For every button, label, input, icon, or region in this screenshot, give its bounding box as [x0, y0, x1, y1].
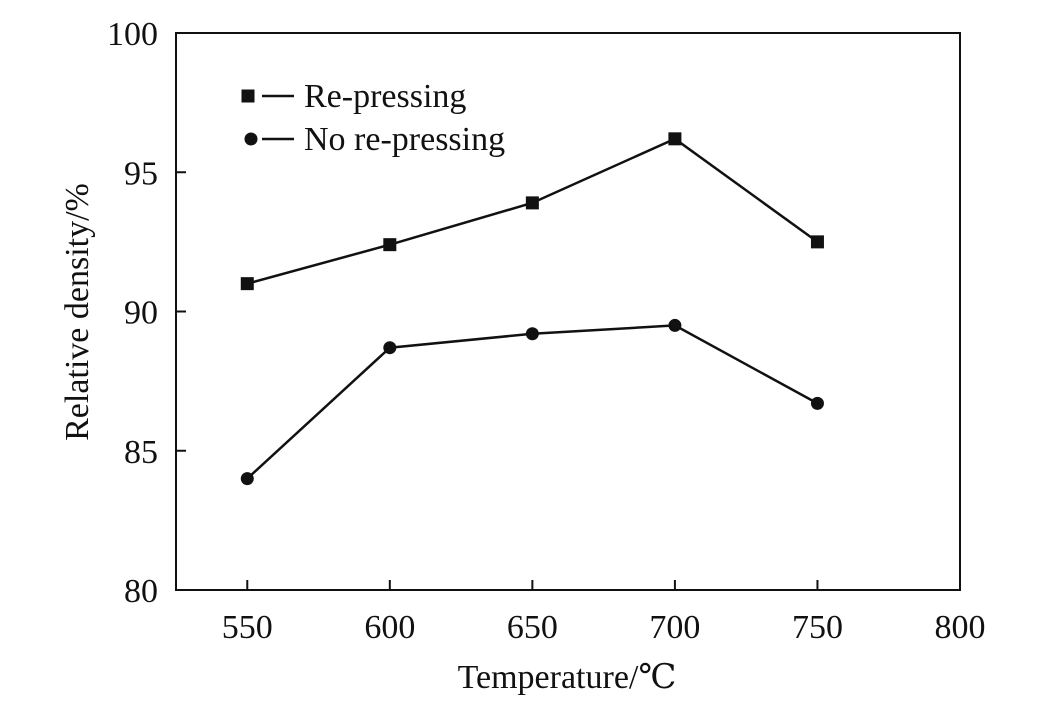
- series-0-point-1: [383, 238, 397, 252]
- series-1-point-4: [810, 396, 824, 410]
- series-1-point-1: [383, 341, 397, 355]
- legend-label-1: No re-pressing: [304, 121, 505, 158]
- series-1-point-0: [240, 472, 254, 486]
- y-tick-label-1: 85: [124, 434, 158, 471]
- series-0-point-0: [240, 277, 254, 291]
- series-1-point-2: [525, 327, 539, 341]
- legend-marker-0: [241, 89, 255, 103]
- x-tick-label-0: 550: [222, 609, 273, 646]
- series-layer: [240, 132, 824, 486]
- series-1-point-3: [668, 318, 682, 332]
- series-line-0: [246, 137, 819, 285]
- legend-marker-1: [244, 132, 258, 146]
- x-tick-label-3: 700: [649, 609, 700, 646]
- x-tick-label-1: 600: [364, 609, 415, 646]
- legend: Re-pressing No re-pressing: [241, 78, 505, 158]
- series-0-point-3: [668, 132, 682, 146]
- y-tick-label-3: 95: [124, 155, 158, 192]
- y-tick-label-2: 90: [124, 295, 158, 332]
- y-tick-label-4: 100: [107, 16, 158, 53]
- x-axis-label: Temperature/℃: [458, 659, 677, 696]
- series-1: [240, 318, 824, 486]
- legend-label-0: Re-pressing: [304, 78, 466, 115]
- plot-frame: [175, 32, 961, 591]
- legend-item-0: Re-pressing: [241, 78, 466, 115]
- series-0-point-2: [525, 196, 539, 210]
- y-axis: 80 85 90 95 100: [107, 16, 186, 610]
- series-0-point-4: [810, 235, 824, 249]
- x-tick-label-2: 650: [507, 609, 558, 646]
- legend-item-1: No re-pressing: [244, 121, 505, 158]
- y-axis-label: Relative density/%: [59, 183, 96, 441]
- series-line-1: [246, 324, 819, 480]
- x-axis: 550 600 650 700 750 800: [222, 580, 986, 646]
- series-0: [240, 132, 824, 291]
- x-tick-label-4: 750: [792, 609, 843, 646]
- plot-area: [175, 32, 961, 591]
- x-tick-label-5: 800: [935, 609, 986, 646]
- y-tick-label-0: 80: [124, 573, 158, 610]
